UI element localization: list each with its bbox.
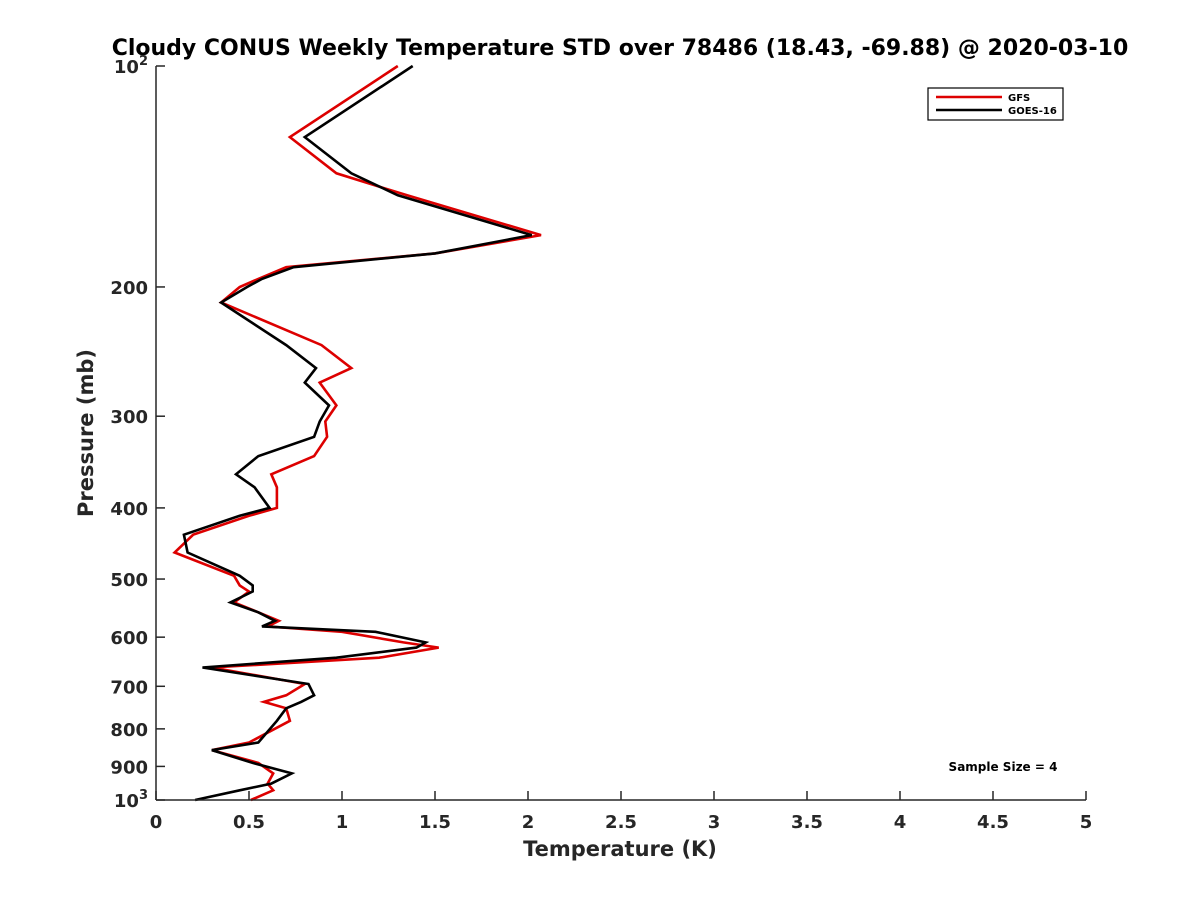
x-tick-label: 3.5 [791,812,823,833]
y-tick-label: 900 [110,757,148,778]
series-line-goes-16 [182,64,533,802]
y-tick-label: 500 [110,570,148,591]
x-tick-label: 0.5 [233,812,265,833]
x-axis-label: Temperature (K) [523,837,717,861]
y-tick-label: 400 [110,499,148,520]
x-tick-label: 1 [336,812,349,833]
y-tick-label: 103 [114,788,148,812]
chart-title: Cloudy CONUS Weekly Temperature STD over… [112,36,1129,61]
x-tick-label: 2.5 [605,812,637,833]
x-tick-label: 2 [522,812,535,833]
legend: GFS GOES-16 [927,87,1064,121]
y-tick-label: 300 [110,407,148,428]
sample-size-annotation: Sample Size = 4 [949,760,1058,774]
y-tick-label: 200 [110,278,148,299]
y-tick-label: 600 [110,628,148,649]
x-tick-label: 3 [708,812,721,833]
y-tick-label: 800 [110,720,148,741]
y-tick-label: 700 [110,677,148,698]
x-tick-label: 1.5 [419,812,451,833]
x-tick-label: 5 [1080,812,1093,833]
plot-area [172,64,542,802]
legend-label: GFS [1008,93,1030,104]
series-line-gfs [172,64,542,802]
x-tick-label: 0 [150,812,163,833]
legend-box [927,87,1064,121]
x-tick-label: 4.5 [977,812,1009,833]
x-tick-label: 4 [894,812,907,833]
y-tick-label: 102 [114,54,148,78]
y-axis-label: Pressure (mb) [74,349,98,517]
axes: 0 0.5 1 1.5 2 2.5 3 3.5 4 4.5 5 102 200 300 400 500 600 7… [110,54,1092,833]
legend-label: GOES-16 [1008,106,1057,117]
